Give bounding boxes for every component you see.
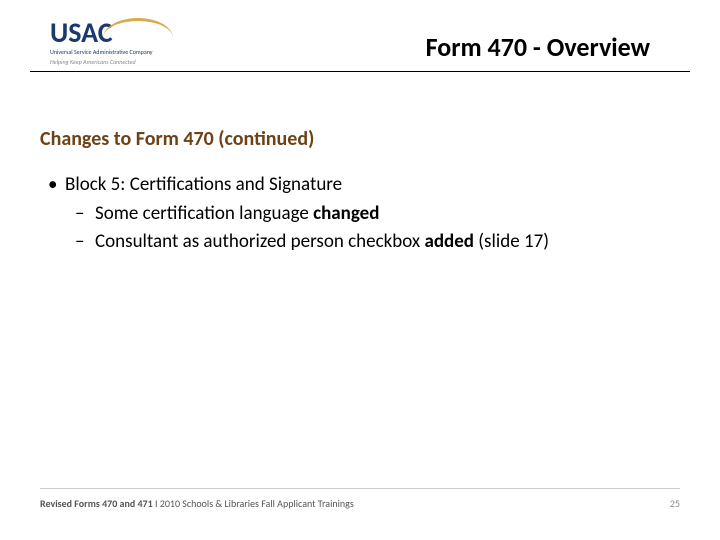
sub2-bold: added [424, 230, 474, 253]
sub1-bold: changed [313, 202, 379, 225]
logo-block: USAC Universal Service Administrative Co… [50, 15, 173, 66]
logo-arc-icon [103, 18, 173, 38]
bullet-sub-1: Some certification language changed [40, 200, 680, 229]
footer-rest: I 2010 Schools & Libraries Fall Applican… [153, 497, 354, 510]
footer: Revised Forms 470 and 471 I 2010 Schools… [40, 488, 680, 510]
sub2-text: Consultant as authorized person checkbox [95, 230, 424, 253]
logo-tagline: Helping Keep Americans Connected [50, 58, 173, 66]
header: USAC Universal Service Administrative Co… [30, 0, 690, 72]
section-title: Changes to Form 470 (continued) [40, 127, 680, 151]
footer-text: Revised Forms 470 and 471 I 2010 Schools… [40, 497, 354, 510]
page-title: Form 470 - Overview [426, 31, 650, 63]
sub1-text: Some certification language [95, 202, 313, 225]
page-number: 25 [670, 497, 680, 510]
content-body: Block 5: Certifications and Signature So… [40, 171, 680, 257]
logo-subtitle: Universal Service Administrative Company [50, 48, 173, 56]
bullet-item-1: Block 5: Certifications and Signature [40, 171, 680, 200]
bullet-sub-2: Consultant as authorized person checkbox… [40, 228, 680, 257]
logo-row: USAC [50, 15, 173, 50]
footer-bold: Revised Forms 470 and 471 [40, 497, 153, 510]
sub2-post: (slide 17) [474, 230, 549, 253]
